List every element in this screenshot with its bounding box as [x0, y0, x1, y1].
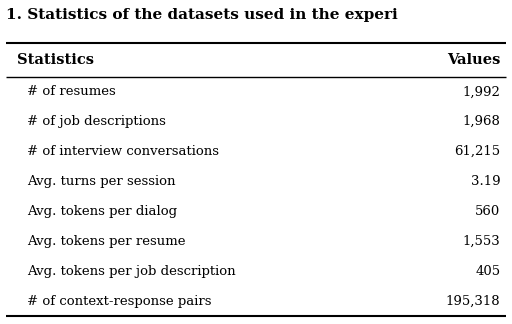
- Text: 1,992: 1,992: [462, 85, 500, 98]
- Text: Avg. tokens per dialog: Avg. tokens per dialog: [27, 205, 177, 218]
- Text: Avg. tokens per job description: Avg. tokens per job description: [27, 265, 236, 278]
- Text: 405: 405: [475, 265, 500, 278]
- Text: # of job descriptions: # of job descriptions: [27, 115, 166, 128]
- Text: # of resumes: # of resumes: [27, 85, 116, 98]
- Text: 1. Statistics of the datasets used in the experi: 1. Statistics of the datasets used in th…: [7, 8, 398, 22]
- Text: # of interview conversations: # of interview conversations: [27, 145, 219, 158]
- Text: Values: Values: [447, 53, 500, 67]
- Text: 3.19: 3.19: [471, 175, 500, 188]
- Text: 1,968: 1,968: [462, 115, 500, 128]
- Text: Avg. tokens per resume: Avg. tokens per resume: [27, 235, 185, 248]
- Text: Statistics: Statistics: [17, 53, 94, 67]
- Text: # of context-response pairs: # of context-response pairs: [27, 295, 211, 308]
- Text: 61,215: 61,215: [454, 145, 500, 158]
- Text: 1,553: 1,553: [463, 235, 500, 248]
- Text: Avg. turns per session: Avg. turns per session: [27, 175, 175, 188]
- Text: 560: 560: [475, 205, 500, 218]
- Text: 195,318: 195,318: [446, 295, 500, 308]
